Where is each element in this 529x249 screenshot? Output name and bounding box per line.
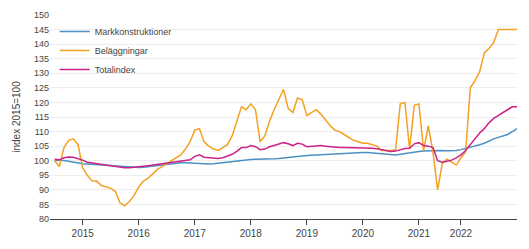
svg-text:2017: 2017 [184, 228, 207, 239]
svg-text:145: 145 [34, 25, 49, 35]
svg-text:150: 150 [34, 10, 49, 20]
svg-text:2020: 2020 [352, 228, 375, 239]
svg-text:2021: 2021 [408, 228, 431, 239]
svg-text:110: 110 [35, 127, 49, 137]
svg-text:120: 120 [34, 98, 49, 108]
svg-text:80: 80 [39, 214, 49, 224]
svg-text:index 2015=100: index 2015=100 [11, 81, 22, 153]
svg-text:Beläggningar: Beläggningar [95, 46, 148, 56]
svg-text:105: 105 [34, 141, 49, 151]
svg-text:115: 115 [35, 112, 49, 122]
svg-text:140: 140 [34, 39, 49, 49]
svg-text:2018: 2018 [240, 228, 263, 239]
svg-text:90: 90 [39, 185, 49, 195]
svg-text:125: 125 [34, 83, 49, 93]
svg-text:2016: 2016 [128, 228, 151, 239]
svg-text:Totalindex: Totalindex [95, 65, 136, 75]
svg-text:2015: 2015 [72, 228, 95, 239]
svg-text:2019: 2019 [296, 228, 319, 239]
svg-text:130: 130 [34, 68, 49, 78]
svg-text:100: 100 [34, 156, 49, 166]
svg-text:2022: 2022 [450, 228, 473, 239]
svg-text:95: 95 [39, 170, 49, 180]
svg-text:135: 135 [34, 54, 49, 64]
svg-text:85: 85 [39, 200, 49, 210]
svg-text:Markkonstruktioner: Markkonstruktioner [95, 27, 172, 37]
